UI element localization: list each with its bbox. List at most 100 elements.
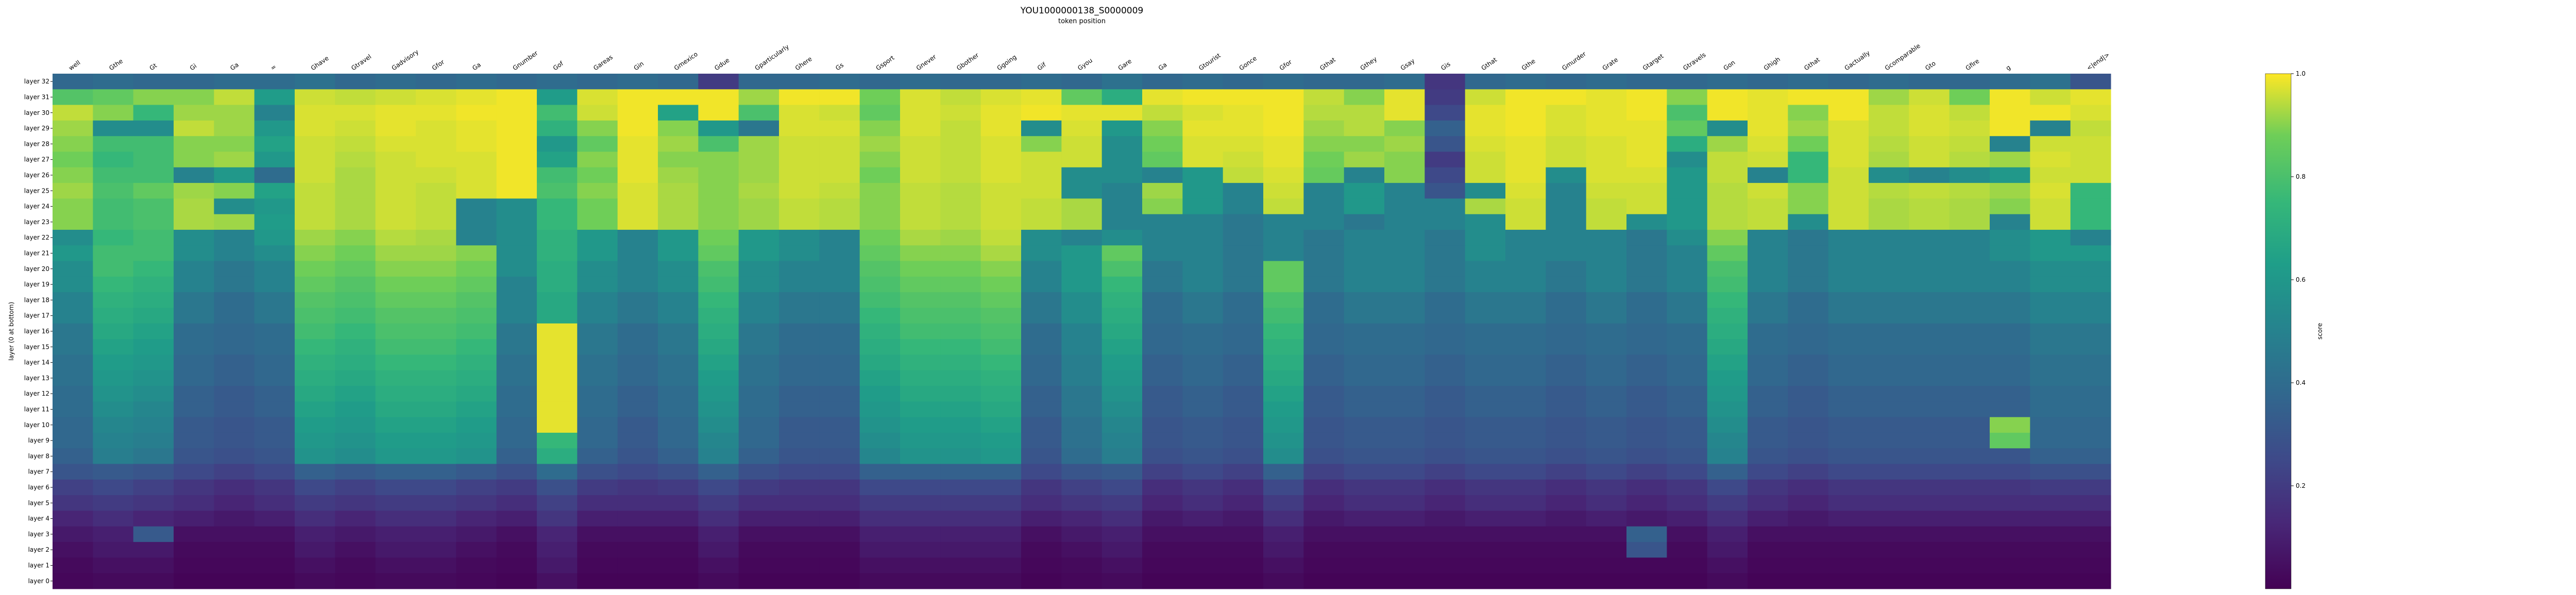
heatmap-cell xyxy=(456,214,497,230)
heatmap-cell xyxy=(1101,448,1143,465)
heatmap-cell xyxy=(1586,511,1627,527)
heatmap-cell xyxy=(1505,417,1546,433)
heatmap-cell xyxy=(1344,401,1385,418)
heatmap-cell xyxy=(1505,292,1546,309)
heatmap-cell xyxy=(1263,401,1304,418)
heatmap-cell xyxy=(496,74,537,90)
heatmap-cell xyxy=(859,464,901,480)
heatmap-cell xyxy=(1303,542,1345,558)
heatmap-cell xyxy=(980,120,1022,137)
heatmap-cell xyxy=(698,276,739,293)
heatmap-cell xyxy=(1425,89,1466,106)
heatmap-cell xyxy=(1505,448,1546,465)
heatmap-cell xyxy=(53,198,93,215)
heatmap-cell xyxy=(1021,261,1062,277)
y-tick-label: layer 21 xyxy=(24,249,49,257)
heatmap-cell xyxy=(779,183,820,199)
heatmap-cell xyxy=(1182,183,1224,199)
heatmap-cell xyxy=(1546,89,1587,106)
heatmap-cell xyxy=(456,542,497,558)
heatmap-cell xyxy=(1425,74,1466,90)
heatmap-cell xyxy=(980,198,1022,215)
heatmap-cell xyxy=(1909,198,1950,215)
heatmap-cell xyxy=(1425,183,1466,199)
heatmap-cell xyxy=(1990,511,2030,527)
heatmap-cell xyxy=(617,339,658,355)
heatmap-cell xyxy=(174,354,214,371)
heatmap-cell xyxy=(1101,151,1143,168)
heatmap-cell xyxy=(53,214,93,230)
heatmap-cell xyxy=(1344,370,1385,386)
heatmap-cell xyxy=(1465,214,1506,230)
heatmap-cell xyxy=(1182,479,1224,496)
heatmap-cell xyxy=(335,464,376,480)
heatmap-cell xyxy=(1909,151,1950,168)
heatmap-cell xyxy=(1748,230,1788,246)
heatmap-cell xyxy=(456,448,497,465)
heatmap-cell xyxy=(174,448,214,465)
heatmap-cell xyxy=(174,573,214,589)
heatmap-cell xyxy=(416,432,456,449)
heatmap-cell xyxy=(859,292,901,309)
heatmap-cell xyxy=(1425,464,1466,480)
heatmap-cell xyxy=(980,214,1022,230)
heatmap-cell xyxy=(1101,230,1143,246)
heatmap-cell xyxy=(1384,557,1425,574)
heatmap-cell xyxy=(1263,479,1304,496)
heatmap-cell xyxy=(375,151,416,168)
heatmap-cell xyxy=(1303,105,1345,121)
heatmap-cell xyxy=(416,339,456,355)
heatmap-cell xyxy=(496,401,537,418)
heatmap-cell xyxy=(1223,464,1264,480)
heatmap-cell xyxy=(214,183,255,199)
heatmap-cell xyxy=(1344,526,1385,542)
heatmap-cell xyxy=(900,167,941,183)
heatmap-cell xyxy=(1425,120,1466,137)
heatmap-cell xyxy=(416,323,456,339)
heatmap-cell xyxy=(698,526,739,542)
heatmap-cell xyxy=(1303,386,1345,402)
heatmap-cell xyxy=(698,573,739,589)
heatmap-cell xyxy=(1626,323,1667,339)
heatmap-cell xyxy=(980,261,1022,277)
heatmap-cell xyxy=(1748,339,1788,355)
heatmap-cell xyxy=(1667,511,1708,527)
heatmap-cell xyxy=(1828,167,1869,183)
heatmap-cell xyxy=(1546,276,1587,293)
heatmap-cell xyxy=(1788,323,1829,339)
heatmap-cell xyxy=(1828,105,1869,121)
heatmap-cell xyxy=(1546,401,1587,418)
heatmap-cell xyxy=(1061,74,1103,90)
heatmap-cell xyxy=(1949,261,1990,277)
heatmap-cell xyxy=(1263,354,1304,371)
heatmap-cell xyxy=(1909,292,1950,309)
heatmap-cell xyxy=(295,292,335,309)
heatmap-cell xyxy=(1828,432,1869,449)
heatmap-cell xyxy=(1182,74,1224,90)
heatmap-cell xyxy=(980,323,1022,339)
heatmap-cell xyxy=(1949,557,1990,574)
heatmap-cell xyxy=(1667,183,1708,199)
colorbar-tick-label: 0.8 xyxy=(2296,173,2306,180)
x-tick-label: Gs xyxy=(834,61,845,72)
heatmap-cell xyxy=(1586,354,1627,371)
heatmap-cell xyxy=(819,323,860,339)
heatmap-cell xyxy=(577,276,618,293)
heatmap-cell xyxy=(1949,214,1990,230)
heatmap-cell xyxy=(1909,386,1950,402)
heatmap-cell xyxy=(1828,151,1869,168)
heatmap-cell xyxy=(1344,261,1385,277)
heatmap-cell xyxy=(779,401,820,418)
heatmap-cell xyxy=(416,245,456,262)
heatmap-cell xyxy=(1707,292,1748,309)
colorbar-label: score xyxy=(2316,323,2324,339)
heatmap-cell xyxy=(819,261,860,277)
heatmap-cell xyxy=(1425,230,1466,246)
y-tick-label: layer 29 xyxy=(24,125,49,132)
heatmap-cell xyxy=(1828,323,1869,339)
heatmap-cell xyxy=(1748,370,1788,386)
heatmap-cell xyxy=(1869,105,1909,121)
heatmap-cell xyxy=(779,495,820,511)
heatmap-cell xyxy=(375,479,416,496)
heatmap-cell xyxy=(295,308,335,324)
